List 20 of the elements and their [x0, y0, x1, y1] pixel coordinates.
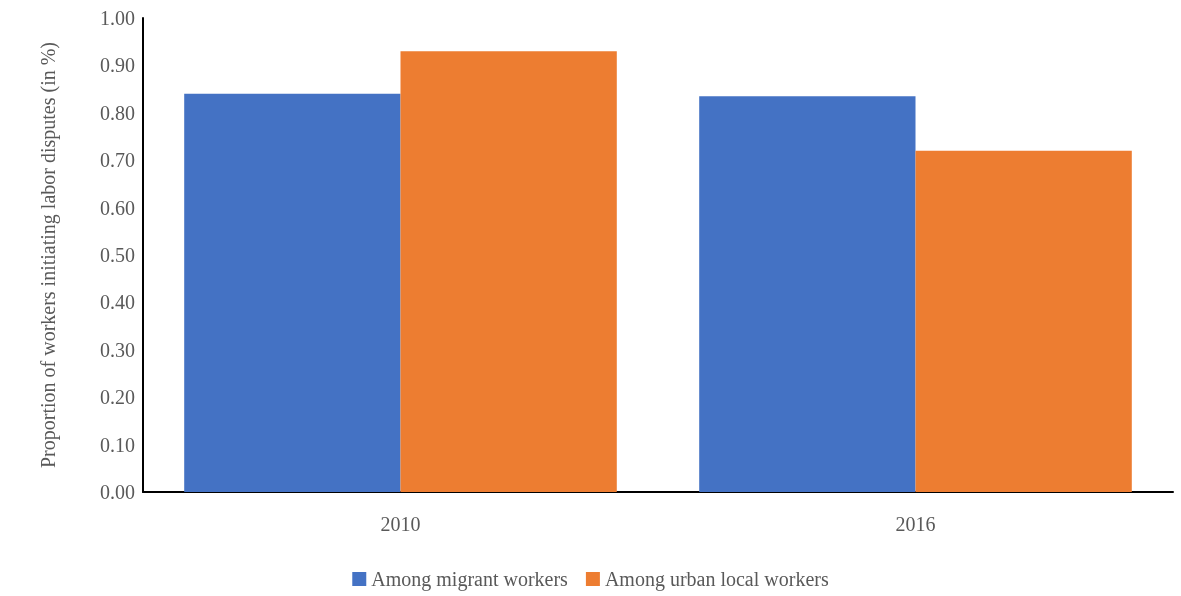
legend-label: Among urban local workers [604, 568, 829, 591]
y-tick-label: 0.80 [100, 101, 135, 124]
y-tick-label: 0.30 [100, 338, 135, 361]
x-tick-label: 2010 [380, 513, 421, 535]
bar [915, 150, 1132, 492]
y-tick-label: 0.10 [100, 433, 135, 456]
y-axis-title: Proportion of workers initiating labor disputes (in %) [37, 41, 60, 469]
y-tick-label: 0.40 [100, 291, 135, 314]
x-tick-label: 2016 [895, 513, 936, 535]
y-tick-label: 0.60 [100, 196, 135, 219]
y-tick-label: 0.20 [100, 386, 135, 409]
bar [184, 93, 401, 492]
y-tick-label: 1.00 [100, 7, 135, 29]
bar [699, 96, 916, 492]
legend-label: Among migrant workers [371, 568, 569, 591]
y-tick-label: 0.50 [100, 244, 135, 266]
y-tick-label: 0.70 [100, 149, 135, 172]
bar [400, 51, 617, 492]
y-tick-label: 0.00 [100, 481, 135, 503]
y-tick-label: 0.90 [100, 54, 135, 77]
